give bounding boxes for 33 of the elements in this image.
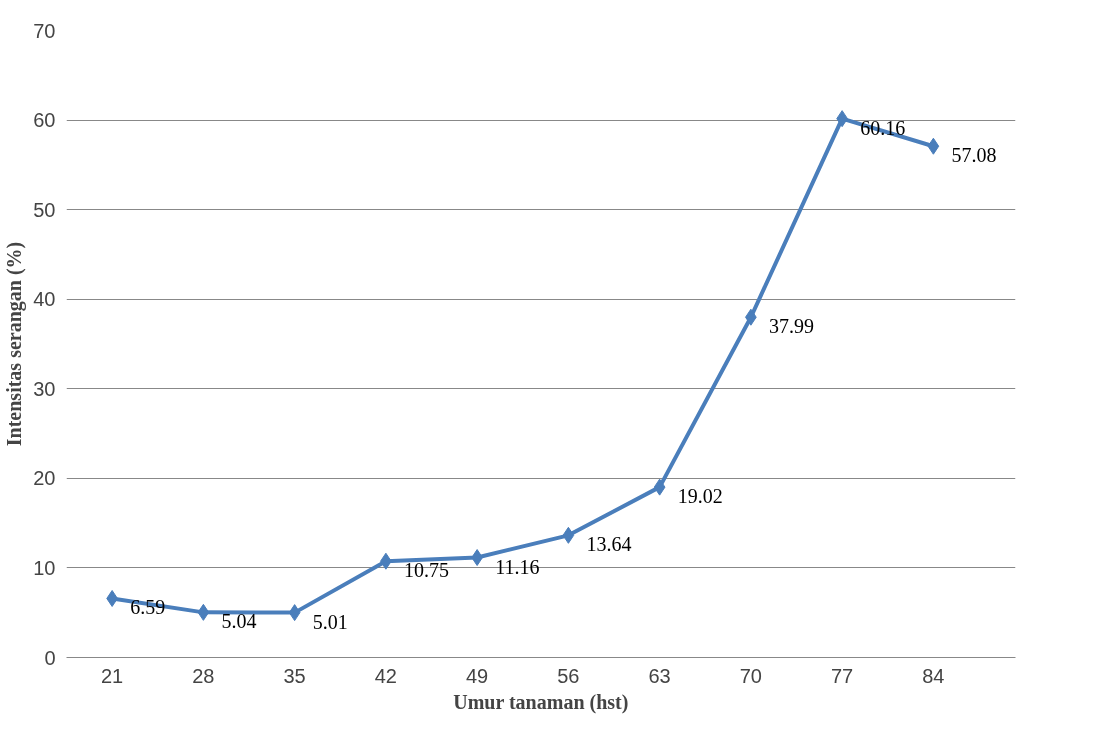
- x-tick-label: 77: [831, 664, 854, 687]
- x-tick-label: 49: [466, 664, 489, 687]
- data-label: 10.75: [403, 559, 449, 582]
- x-tick-label: 56: [557, 664, 580, 687]
- point: [197, 603, 210, 621]
- point: [927, 137, 940, 155]
- y-tick-label: 0: [44, 646, 56, 669]
- y-tick-label: 20: [33, 467, 56, 490]
- x-tick-label: 63: [648, 664, 671, 687]
- point: [653, 478, 666, 496]
- data-label: 5.04: [221, 610, 257, 633]
- x-tick-label: 21: [101, 664, 124, 687]
- x-tick-label: 70: [739, 664, 762, 687]
- data-label: 5.01: [312, 610, 348, 633]
- x-axis-title: Umur tanaman (hst): [453, 690, 629, 714]
- point: [562, 526, 575, 544]
- y-tick-label: 60: [33, 109, 56, 132]
- x-tick-label: 28: [192, 664, 215, 687]
- point: [288, 604, 301, 622]
- data-label: 13.64: [586, 533, 632, 556]
- data-label: 57.08: [951, 144, 997, 167]
- y-tick-label: 70: [33, 19, 56, 42]
- data-label: 11.16: [495, 555, 540, 578]
- data-label: 37.99: [768, 315, 814, 338]
- y-tick-label: 10: [33, 556, 56, 579]
- y-axis-title: Intensitas serangan (%): [3, 241, 27, 447]
- y-tick-label: 40: [33, 288, 56, 311]
- y-tick-label: 30: [33, 377, 56, 400]
- y-tick-label: 50: [33, 198, 56, 221]
- x-tick-label: 84: [922, 664, 945, 687]
- x-tick-label: 35: [283, 664, 306, 687]
- data-label: 19.02: [677, 485, 723, 508]
- x-tick-label: 42: [374, 664, 397, 687]
